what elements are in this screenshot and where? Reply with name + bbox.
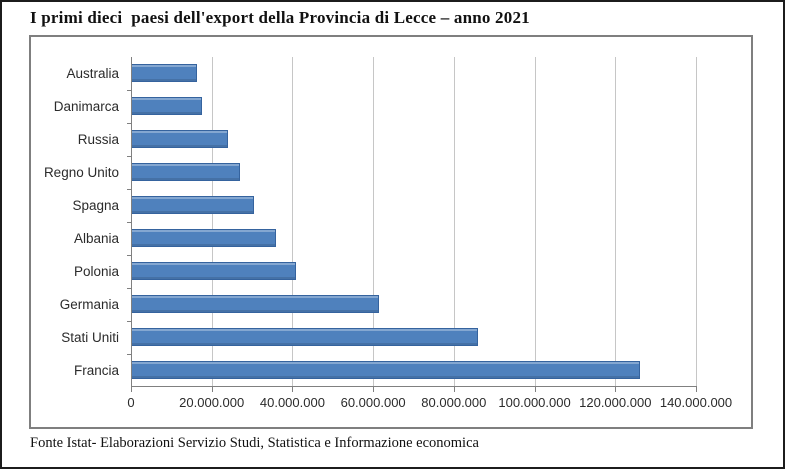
y-axis-tick bbox=[127, 288, 131, 289]
x-axis-tick bbox=[292, 387, 294, 392]
y-axis-line bbox=[131, 57, 132, 387]
gridline bbox=[696, 57, 697, 387]
category-label: Germania bbox=[59, 297, 119, 312]
bar-francia bbox=[131, 361, 640, 379]
x-axis-tick bbox=[615, 387, 617, 392]
source-note: Fonte Istat- Elaborazioni Servizio Studi… bbox=[30, 435, 479, 451]
bar-stati-uniti bbox=[131, 328, 479, 346]
category-label: Polonia bbox=[73, 264, 119, 279]
category-label: Danimarca bbox=[53, 99, 119, 114]
y-axis-tick bbox=[127, 222, 131, 223]
bar-polonia bbox=[131, 262, 297, 280]
x-axis-tick bbox=[373, 387, 375, 392]
y-axis-tick bbox=[127, 123, 131, 124]
gridline bbox=[373, 57, 375, 387]
bar-germania bbox=[131, 295, 380, 313]
x-axis-tick-label: 40.000.000 bbox=[259, 395, 325, 410]
gridline bbox=[534, 57, 536, 387]
chart-row: Spagna bbox=[72, 189, 696, 222]
bar-albania bbox=[131, 229, 277, 247]
gridline bbox=[292, 57, 294, 387]
gridline bbox=[453, 57, 455, 387]
category-label: Francia bbox=[73, 363, 119, 378]
x-axis-tick bbox=[131, 387, 132, 392]
chart-row: Albania bbox=[74, 222, 696, 255]
chart-row: Stati Uniti bbox=[61, 321, 696, 354]
y-axis-tick bbox=[127, 255, 131, 256]
chart-row: Danimarca bbox=[54, 90, 696, 123]
chart-row: Regno Unito bbox=[44, 156, 696, 189]
bar-danimarca bbox=[131, 97, 202, 115]
chart-title: I primi dieci paesi dell'export della Pr… bbox=[30, 8, 530, 27]
x-axis-tick bbox=[534, 387, 536, 392]
category-label: Regno Unito bbox=[43, 165, 119, 180]
bar-spagna bbox=[131, 196, 255, 214]
plot-area: Australia Danimarca Russia Regno Unito Spagn… bbox=[44, 57, 732, 410]
chart-row: Russia bbox=[78, 123, 696, 156]
y-axis-tick bbox=[127, 189, 131, 190]
y-axis-tick bbox=[127, 156, 131, 157]
x-axis-tick-label: 80.000.000 bbox=[421, 395, 487, 410]
gridline bbox=[615, 57, 617, 387]
x-axis-tick bbox=[696, 387, 697, 392]
category-label: Australia bbox=[66, 66, 119, 81]
x-axis-tick-label: 20.000.000 bbox=[179, 395, 245, 410]
x-axis-tick-label: 60.000.000 bbox=[340, 395, 406, 410]
category-label: Spagna bbox=[72, 198, 119, 213]
x-axis-tick-label: 0 bbox=[127, 395, 135, 410]
y-axis-tick bbox=[127, 354, 131, 355]
category-label: Russia bbox=[77, 132, 119, 147]
chart-row: Germania bbox=[60, 288, 696, 321]
gridline bbox=[211, 57, 213, 387]
bar-regno-unito bbox=[131, 163, 240, 181]
x-axis-tick bbox=[211, 387, 213, 392]
y-axis-tick bbox=[127, 321, 131, 322]
x-axis-tick-label: 120.000.000 bbox=[579, 395, 652, 410]
chart-container: Australia Danimarca Russia Regno Unito Spagn… bbox=[29, 35, 753, 429]
x-axis-tick-label: 100.000.000 bbox=[498, 395, 571, 410]
bar-australia bbox=[131, 64, 197, 82]
category-label: Albania bbox=[73, 231, 119, 246]
bar-russia bbox=[131, 130, 228, 148]
chart-row: Polonia bbox=[74, 255, 696, 288]
x-axis-tick-label: 140.000.000 bbox=[659, 395, 733, 410]
x-axis-tick bbox=[453, 387, 455, 392]
chart-row: Australia bbox=[66, 57, 696, 90]
x-axis-line bbox=[131, 386, 697, 387]
bar-rows: Australia Danimarca Russia Regno Unito Spagn… bbox=[44, 57, 696, 387]
chart-row: Francia bbox=[74, 354, 696, 387]
y-axis-tick bbox=[127, 90, 131, 91]
category-label: Stati Uniti bbox=[61, 330, 119, 345]
